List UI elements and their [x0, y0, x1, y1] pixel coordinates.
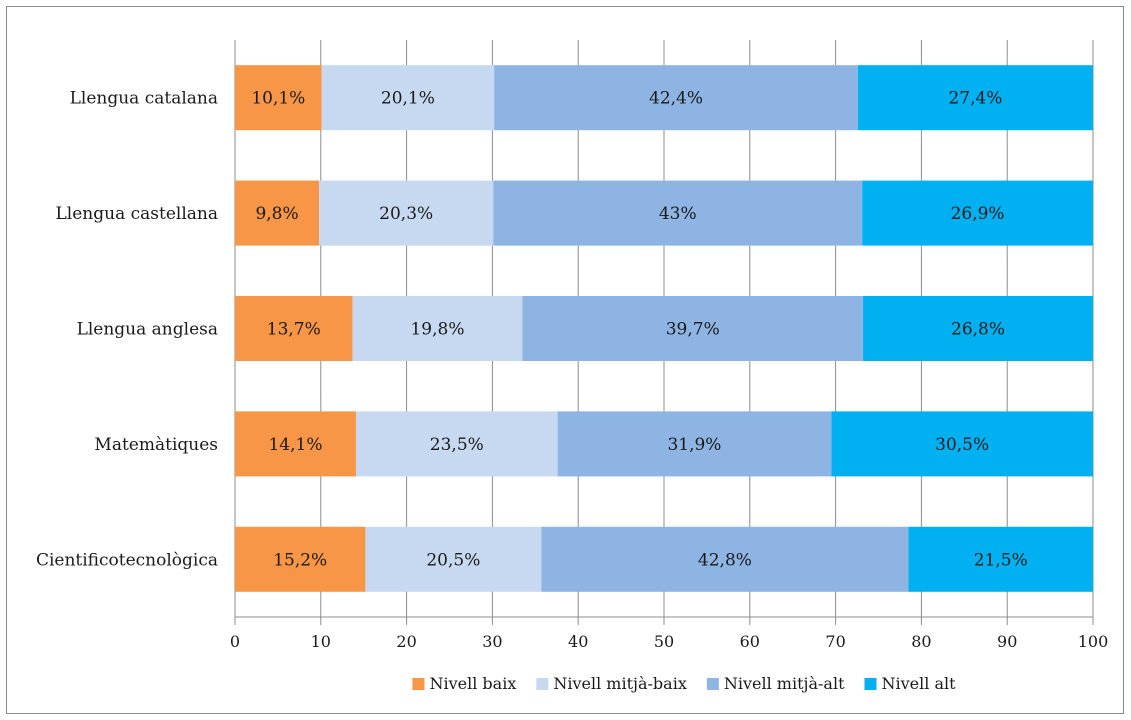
bar-segment: [321, 65, 495, 131]
bar-segment: [522, 296, 864, 361]
data-label: 9,8%: [255, 204, 298, 224]
bar-segment: [494, 65, 858, 131]
x-tick-label: 0: [230, 632, 240, 651]
data-label: 19,8%: [410, 320, 464, 340]
legend-label: Nivell alt: [882, 674, 957, 693]
data-label: 43%: [659, 204, 697, 224]
bar-segment: [319, 180, 494, 246]
x-tick-label: 50: [654, 632, 674, 651]
legend-swatch: [706, 678, 719, 690]
data-label: 42,4%: [649, 89, 703, 109]
data-label: 20,5%: [426, 550, 480, 570]
category-label: Matemàtiques: [94, 435, 218, 455]
bar-segment: [235, 296, 353, 361]
data-label: 27,4%: [948, 89, 1002, 109]
x-tick-label: 60: [740, 632, 760, 651]
bar-segment: [235, 180, 320, 246]
bar-segment: [493, 180, 863, 246]
x-tick-label: 70: [825, 632, 845, 651]
bar-segment: [235, 411, 356, 477]
bar-segment: [863, 296, 1093, 361]
data-label: 31,9%: [667, 435, 721, 455]
x-tick-label: 20: [396, 632, 416, 651]
legend-label: Nivell mitjà-baix: [553, 674, 687, 693]
bar-layer: 10,1% 20,1% 42,4% 27,4% 9,8% 20,3% 43% 26,9% 13,…: [235, 65, 1093, 592]
data-label: 10,1%: [251, 89, 305, 109]
data-label: 39,7%: [666, 320, 720, 340]
x-tick-label: 10: [311, 632, 331, 651]
category-label: Llengua catalana: [70, 89, 218, 109]
legend-label: Nivell mitjà-alt: [724, 674, 845, 693]
bar-segment: [831, 411, 1093, 477]
x-tick-label: 30: [482, 632, 502, 651]
data-label: 20,3%: [379, 204, 433, 224]
data-label: 26,8%: [951, 320, 1005, 340]
bar-segment: [235, 526, 366, 592]
bar-segment: [862, 180, 1093, 246]
bar-segment: [355, 411, 558, 477]
bar-segment: [857, 65, 1093, 131]
data-label: 15,2%: [273, 550, 327, 570]
bar-segment: [541, 526, 909, 592]
legend-label: Nivell baix: [429, 674, 516, 693]
data-label: 20,1%: [381, 89, 435, 109]
category-label: Llengua anglesa: [77, 320, 218, 340]
data-label: 21,5%: [974, 550, 1028, 570]
legend: Nivell baix Nivell mitjà-baix Nivell mitjà…: [412, 674, 956, 693]
x-tick-label: 80: [911, 632, 931, 651]
data-label: 42,8%: [698, 550, 752, 570]
legend-swatch: [864, 678, 877, 690]
bar-segment: [908, 526, 1093, 592]
bar-segment: [365, 526, 542, 592]
axis-layer: 0 10 20 30 40 50 60 70 80 90 100 Llengua catalana Ll…: [36, 89, 1108, 651]
x-tick-label: 100: [1078, 632, 1109, 651]
x-tick-label: 40: [568, 632, 588, 651]
data-label: 26,9%: [951, 204, 1005, 224]
legend-swatch: [412, 678, 425, 690]
legend-swatch: [536, 678, 549, 690]
category-label: Llengua castellana: [56, 204, 218, 224]
data-label: 30,5%: [935, 435, 989, 455]
bar-segment: [235, 65, 322, 131]
x-tick-label: 90: [997, 632, 1017, 651]
data-label: 13,7%: [267, 320, 321, 340]
data-label: 14,1%: [268, 435, 322, 455]
bar-segment: [352, 296, 523, 361]
data-label: 23,5%: [430, 435, 484, 455]
bar-segment: [557, 411, 832, 477]
category-label: Cientificotecnològica: [36, 550, 218, 570]
